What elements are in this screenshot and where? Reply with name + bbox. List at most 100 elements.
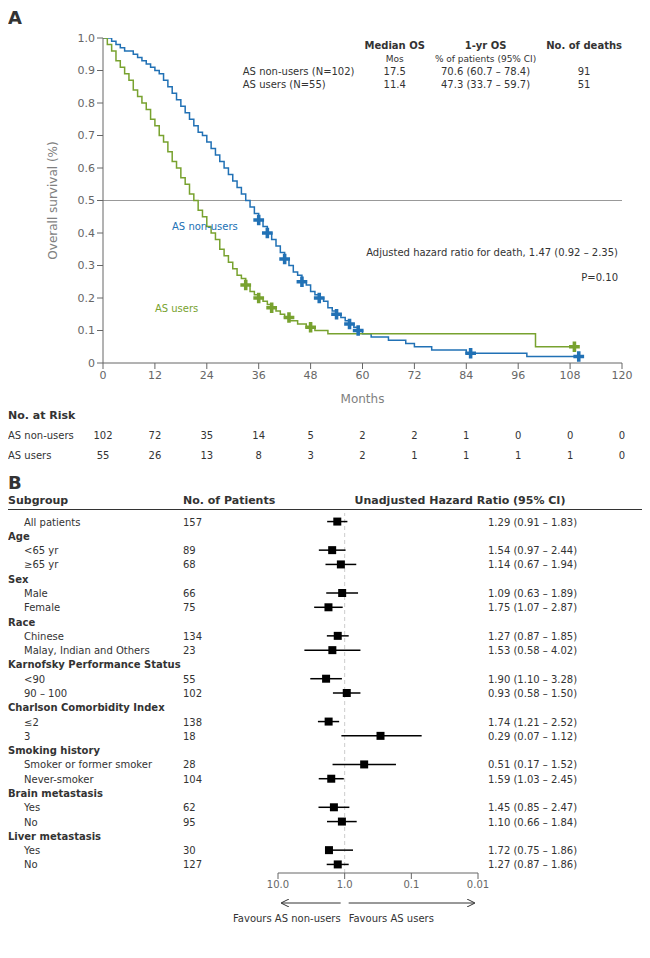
- html-text:Adjusted hazard ratio for deat: Adjusted hazard ratio for death, 1.47 (0…: [366, 247, 618, 258]
- html-text:AS users: AS users: [154, 302, 199, 314]
- svg-text:1.10 (0.66 – 1.84): 1.10 (0.66 – 1.84): [488, 817, 577, 828]
- svg-text:102: 102: [183, 688, 202, 699]
- svg-text:Sex: Sex: [8, 574, 29, 585]
- svg-text:<65 yr: <65 yr: [24, 545, 59, 556]
- svg-text:1.29 (0.91 – 1.83): 1.29 (0.91 – 1.83): [488, 517, 577, 528]
- svg-text:157: 157: [183, 517, 202, 528]
- svg-text:0.5: 0.5: [78, 194, 96, 207]
- svg-text:0.93 (0.58 – 1.50): 0.93 (0.58 – 1.50): [488, 688, 577, 699]
- svg-text:0.51 (0.17 – 1.52): 0.51 (0.17 – 1.52): [488, 759, 577, 770]
- svg-text:1.27 (0.87 – 1.85): 1.27 (0.87 – 1.85): [488, 631, 577, 642]
- svg-text:1.45 (0.85 – 2.47): 1.45 (0.85 – 2.47): [488, 802, 577, 813]
- svg-text:28: 28: [183, 759, 196, 770]
- svg-text:0.1: 0.1: [78, 324, 96, 337]
- svg-text:24: 24: [200, 369, 214, 382]
- svg-text:≤2: ≤2: [24, 717, 39, 728]
- html-text:B: B: [8, 472, 22, 493]
- svg-text:1.0: 1.0: [78, 32, 96, 45]
- svg-text:1.72 (0.75 – 1.86): 1.72 (0.75 – 1.86): [488, 845, 577, 856]
- svg-text:62: 62: [183, 802, 196, 813]
- html-text:A: A: [8, 7, 22, 28]
- svg-text:48: 48: [304, 369, 318, 382]
- svg-text:138: 138: [183, 717, 202, 728]
- svg-text:96: 96: [511, 369, 525, 382]
- svg-text:18: 18: [183, 731, 196, 742]
- svg-text:3: 3: [24, 731, 30, 742]
- svg-text:120: 120: [612, 369, 633, 382]
- svg-text:95: 95: [183, 817, 196, 828]
- html-text:Subgroup: Subgroup: [8, 494, 69, 507]
- svg-text:1.75 (1.07 – 2.87): 1.75 (1.07 – 2.87): [488, 602, 577, 613]
- svg-text:<90: <90: [24, 674, 45, 685]
- svg-text:Age: Age: [8, 531, 30, 542]
- svg-text:75: 75: [183, 602, 196, 613]
- html-text:No. at Risk: No. at Risk: [8, 409, 76, 422]
- svg-text:No: No: [24, 859, 38, 870]
- svg-text:1.14 (0.67 – 1.94): 1.14 (0.67 – 1.94): [488, 559, 577, 570]
- svg-text:No: No: [24, 817, 38, 828]
- svg-text:72: 72: [407, 369, 421, 382]
- svg-text:Chinese: Chinese: [24, 631, 64, 642]
- svg-text:Charlson Comorbidity Index: Charlson Comorbidity Index: [8, 702, 165, 713]
- svg-text:Male: Male: [24, 588, 48, 599]
- svg-text:66: 66: [183, 588, 196, 599]
- svg-text:Brain metastasis: Brain metastasis: [8, 788, 103, 799]
- svg-text:≥65 yr: ≥65 yr: [24, 559, 59, 570]
- svg-text:Karnofsky Performance Status: Karnofsky Performance Status: [8, 659, 181, 670]
- html-text:1-yr OS: 1-yr OS: [464, 40, 507, 51]
- svg-text:Yes: Yes: [23, 845, 40, 856]
- svg-text:0.1: 0.1: [403, 879, 419, 890]
- svg-text:36: 36: [252, 369, 266, 382]
- html-text:P=0.10: P=0.10: [581, 272, 618, 283]
- svg-text:0.2: 0.2: [78, 292, 96, 305]
- svg-text:1.27 (0.87 – 1.86): 1.27 (0.87 – 1.86): [488, 859, 577, 870]
- svg-text:0.3: 0.3: [78, 259, 96, 272]
- svg-text:1.90 (1.10 – 3.28): 1.90 (1.10 – 3.28): [488, 674, 577, 685]
- svg-text:1.74 (1.21 – 2.52): 1.74 (1.21 – 2.52): [488, 717, 577, 728]
- svg-text:1.54 (0.97 – 2.44): 1.54 (0.97 – 2.44): [488, 545, 577, 556]
- svg-text:Smoking history: Smoking history: [8, 745, 100, 756]
- svg-text:90 – 100: 90 – 100: [24, 688, 67, 699]
- svg-text:Never-smoker: Never-smoker: [24, 774, 94, 785]
- svg-text:1.0: 1.0: [337, 879, 353, 890]
- svg-text:Overall survival (%): Overall survival (%): [46, 141, 60, 259]
- svg-text:60: 60: [356, 369, 370, 382]
- svg-text:104: 104: [183, 774, 202, 785]
- svg-text:1.53 (0.58 – 4.02): 1.53 (0.58 – 4.02): [488, 645, 577, 656]
- html-text:AS non-users: AS non-users: [172, 221, 238, 232]
- svg-text:0: 0: [88, 357, 95, 370]
- html-text:No. of deaths: No. of deaths: [546, 40, 622, 51]
- svg-text:127: 127: [183, 859, 202, 870]
- svg-text:0.4: 0.4: [78, 227, 96, 240]
- svg-text:134: 134: [183, 631, 202, 642]
- svg-text:108: 108: [560, 369, 581, 382]
- svg-text:68: 68: [183, 559, 196, 570]
- svg-text:12: 12: [148, 369, 162, 382]
- svg-text:Smoker or former smoker: Smoker or former smoker: [24, 759, 153, 770]
- svg-text:0.6: 0.6: [78, 162, 96, 175]
- svg-text:Liver metastasis: Liver metastasis: [8, 831, 101, 842]
- svg-text:0.29 (0.07 – 1.12): 0.29 (0.07 – 1.12): [488, 731, 577, 742]
- html-text:Unadjusted Hazard Ratio (95% C: Unadjusted Hazard Ratio (95% CI): [354, 494, 566, 507]
- svg-text:Months: Months: [341, 392, 385, 406]
- svg-text:30: 30: [183, 845, 196, 856]
- svg-text:Malay, Indian and Others: Malay, Indian and Others: [24, 645, 150, 656]
- svg-text:Female: Female: [24, 602, 60, 613]
- svg-text:0.7: 0.7: [78, 129, 96, 142]
- svg-text:55: 55: [183, 674, 196, 685]
- svg-text:84: 84: [459, 369, 473, 382]
- svg-text:0: 0: [100, 369, 107, 382]
- svg-text:Yes: Yes: [23, 802, 40, 813]
- svg-text:0.9: 0.9: [78, 64, 96, 77]
- svg-text:Race: Race: [8, 617, 35, 628]
- svg-text:89: 89: [183, 545, 196, 556]
- svg-text:10.0: 10.0: [267, 879, 289, 890]
- html-text:No. of Patients: No. of Patients: [183, 494, 276, 507]
- svg-text:1.59 (1.03 – 2.45): 1.59 (1.03 – 2.45): [488, 774, 577, 785]
- svg-text:All patients: All patients: [24, 517, 80, 528]
- html-text:Median OS: Median OS: [364, 40, 425, 51]
- svg-text:0.01: 0.01: [467, 879, 489, 890]
- svg-text:0.8: 0.8: [78, 97, 96, 110]
- svg-text:23: 23: [183, 645, 196, 656]
- svg-text:1.09 (0.63 – 1.89): 1.09 (0.63 – 1.89): [488, 588, 577, 599]
